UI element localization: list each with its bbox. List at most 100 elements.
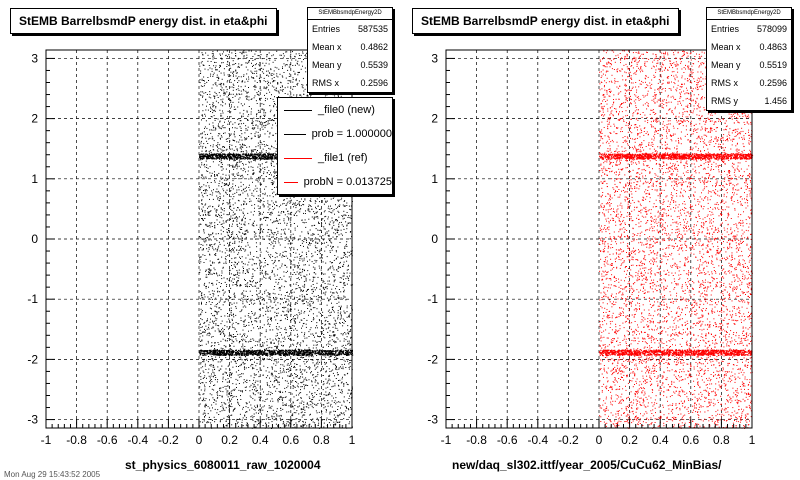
- data-point: [348, 389, 350, 391]
- data-point: [237, 207, 239, 209]
- data-point: [314, 379, 316, 381]
- data-point: [274, 169, 276, 171]
- data-point: [233, 341, 235, 343]
- data-point: [309, 329, 311, 331]
- data-point: [202, 91, 204, 93]
- data-point: [237, 172, 239, 174]
- data-point: [239, 405, 241, 407]
- data-point: [227, 378, 229, 380]
- data-point: [325, 394, 327, 396]
- data-point: [274, 152, 276, 154]
- data-point: [306, 360, 308, 362]
- data-point: [313, 287, 315, 289]
- data-point: [242, 406, 244, 408]
- data-point: [207, 268, 209, 270]
- data-point: [241, 53, 243, 55]
- data-point: [200, 223, 202, 225]
- data-point: [257, 341, 259, 343]
- data-point: [259, 233, 261, 235]
- data-point: [296, 95, 298, 97]
- data-point: [258, 136, 260, 138]
- data-point: [225, 86, 227, 88]
- data-point: [277, 220, 279, 222]
- data-point: [286, 369, 288, 370]
- data-point: [268, 243, 270, 244]
- data-point: [288, 405, 290, 407]
- data-point: [201, 164, 203, 166]
- data-point: [295, 350, 297, 352]
- data-point: [225, 191, 227, 193]
- data-point: [263, 266, 265, 268]
- data-point: [314, 224, 316, 226]
- data-point: [221, 278, 223, 280]
- data-point: [228, 133, 230, 135]
- data-point: [253, 413, 255, 415]
- data-point: [343, 384, 345, 386]
- data-point: [218, 172, 220, 174]
- data-point: [343, 273, 345, 275]
- data-point: [304, 423, 306, 425]
- data-point: [299, 259, 301, 261]
- data-point: [301, 331, 303, 333]
- data-point: [200, 238, 202, 240]
- data-point: [246, 111, 248, 113]
- data-point: [205, 404, 207, 406]
- data-point: [219, 238, 221, 239]
- data-point: [236, 150, 238, 152]
- data-point: [284, 246, 286, 248]
- data-point: [320, 341, 322, 343]
- data-point: [300, 68, 302, 70]
- data-point: [233, 345, 235, 347]
- data-point: [278, 242, 280, 244]
- data-point: [207, 225, 209, 227]
- data-point: [269, 212, 271, 214]
- data-point: [200, 142, 202, 144]
- data-point: [260, 97, 262, 99]
- data-point: [271, 146, 273, 148]
- data-point: [223, 213, 225, 215]
- data-point: [271, 320, 272, 322]
- data-point: [289, 325, 290, 327]
- data-point: [256, 115, 257, 117]
- data-point: [265, 176, 267, 177]
- data-point: [306, 95, 308, 97]
- data-point: [287, 385, 289, 387]
- data-point: [208, 150, 210, 152]
- data-point: [243, 223, 245, 225]
- data-point: [258, 259, 260, 261]
- data-point: [252, 338, 254, 340]
- data-point: [344, 363, 345, 365]
- data-point: [208, 273, 210, 275]
- data-point: [240, 151, 242, 153]
- data-point: [288, 300, 290, 302]
- data-point: [284, 404, 286, 406]
- data-point: [296, 84, 298, 86]
- data-point: [220, 211, 222, 213]
- data-point: [325, 262, 327, 264]
- data-point: [225, 298, 227, 300]
- data-point: [208, 335, 210, 337]
- data-point: [282, 66, 283, 68]
- data-point: [230, 297, 232, 298]
- data-point: [222, 203, 223, 205]
- data-point: [248, 330, 249, 332]
- data-point: [203, 85, 205, 87]
- data-point: [315, 211, 317, 213]
- data-point: [228, 202, 230, 204]
- data-point: [200, 145, 202, 147]
- data-point: [315, 363, 317, 365]
- data-point: [254, 270, 256, 272]
- data-point: [246, 285, 248, 287]
- data-point: [309, 259, 311, 261]
- data-point: [212, 321, 214, 323]
- data-point: [231, 348, 233, 350]
- data-point: [224, 403, 226, 405]
- data-point: [213, 315, 215, 317]
- data-point: [350, 305, 352, 306]
- data-point: [228, 244, 230, 246]
- data-point: [277, 334, 278, 336]
- data-point: [207, 274, 209, 275]
- data-point: [199, 223, 201, 225]
- data-point: [338, 211, 340, 213]
- data-point: [271, 393, 273, 394]
